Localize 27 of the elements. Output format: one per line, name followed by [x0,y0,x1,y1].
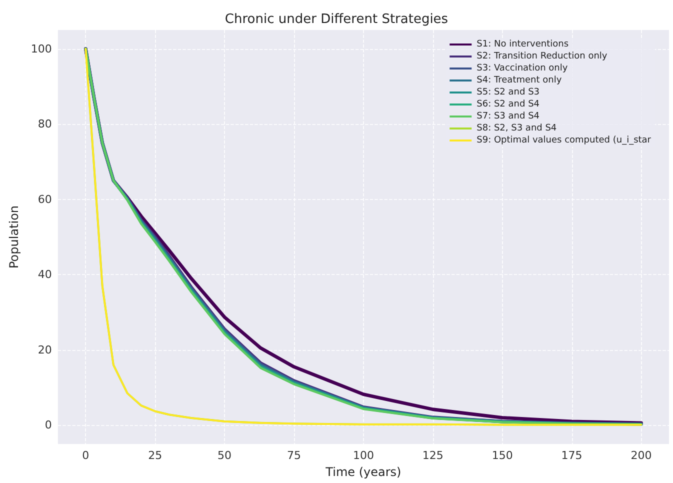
legend-label: S4: Treatment only [476,76,562,86]
y-axis-title: Population [7,205,21,269]
legend-label: S6: S2 and S4 [476,100,540,110]
legend-label: S5: S2 and S3 [476,88,540,98]
legend-label: S1: No interventions [476,40,569,50]
x-axis-title: Time (years) [324,465,402,479]
chart-title: Chronic under Different Strategies [224,12,448,27]
x-tick-label: 75 [287,449,302,462]
legend-label: S2: Transition Reduction only [476,52,608,62]
y-tick-label: 20 [38,343,52,356]
x-tick-label: 150 [492,449,513,462]
y-tick-label: 40 [38,268,52,282]
x-tick-label: 125 [422,449,444,462]
x-tick-label: 100 [352,449,374,462]
y-tick-label: 60 [38,192,52,206]
x-tick-label: 200 [630,449,652,462]
y-tick-label: 100 [30,42,52,56]
y-tick-label: 80 [38,118,52,131]
x-tick-label: 50 [218,449,232,462]
x-tick-label: 175 [561,449,582,462]
legend-label: S8: S2, S3 and S4 [476,124,557,134]
legend-label: S9: Optimal values computed (u_i_star [476,136,652,146]
legend-label: S7: S3 and S4 [476,112,540,122]
legend-label: S3: Vaccination only [476,64,568,74]
y-tick-label: 0 [44,418,52,432]
x-tick-label: 0 [82,449,90,462]
x-tick-label: 25 [148,449,162,462]
